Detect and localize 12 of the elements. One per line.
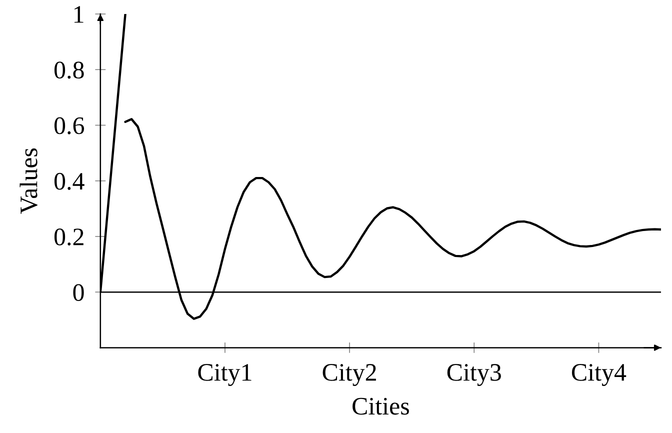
x-tick-label: City4 xyxy=(572,364,626,386)
y-tick-label: 1 xyxy=(74,6,84,23)
y-tick-label: 0.2 xyxy=(54,228,84,246)
y-tick-label: 0.8 xyxy=(54,62,84,79)
y-tick-label: 0 xyxy=(73,284,84,302)
x-axis-title: Cities xyxy=(352,398,409,415)
y-axis-title: Values xyxy=(20,148,38,214)
y-tick-label: 0.6 xyxy=(54,117,84,134)
x-tick-label: City1 xyxy=(198,364,252,386)
x-tick-label: City2 xyxy=(322,364,376,386)
x-tick-label: City3 xyxy=(447,364,501,386)
y-tick-label: 0.4 xyxy=(54,172,84,190)
